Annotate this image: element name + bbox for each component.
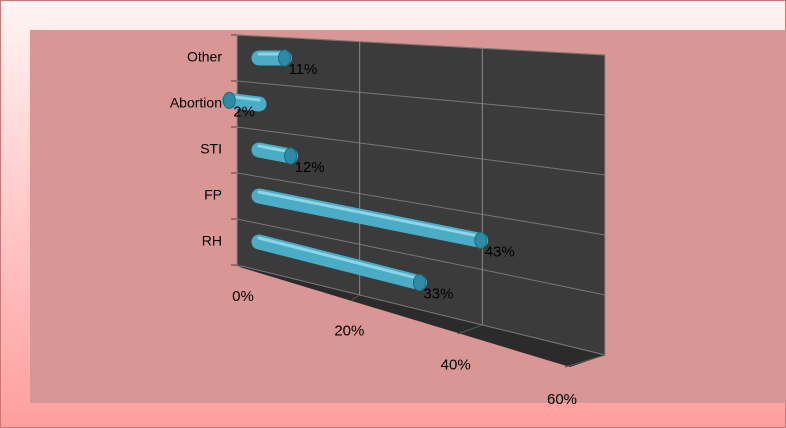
tick-mark — [350, 294, 360, 302]
wall-separator — [236, 218, 606, 296]
y-tick-label: FP — [204, 187, 222, 203]
x-tick-label: 20% — [334, 322, 364, 339]
data-label: 11% — [288, 61, 317, 78]
floor — [237, 265, 605, 367]
data-label: 2% — [233, 103, 255, 120]
data-label: 33% — [423, 286, 453, 303]
wall-separator — [236, 172, 606, 236]
wall-separator — [236, 34, 606, 56]
y-tick-label: STI — [200, 141, 222, 157]
y-tick-label: Abortion — [170, 95, 222, 111]
tick-mark — [564, 354, 606, 368]
bar-end — [222, 91, 236, 109]
y-tick-label: Other — [187, 49, 222, 65]
tick-mark — [457, 324, 483, 335]
wall-separator — [236, 264, 606, 356]
bar-end — [474, 231, 488, 249]
tick-mark — [236, 264, 244, 269]
bar-highlight — [257, 190, 483, 238]
bar-end — [284, 147, 298, 165]
y-tick-label: RH — [202, 233, 222, 249]
bar-end — [277, 49, 291, 67]
wall-separator — [236, 80, 606, 116]
bar-end — [412, 274, 426, 292]
x-tick-label: 60% — [547, 391, 577, 408]
wall-separator — [236, 126, 606, 176]
data-label: 43% — [485, 243, 515, 260]
data-label: 12% — [295, 159, 325, 176]
bar-highlight — [257, 236, 421, 281]
x-tick-label: 40% — [441, 357, 471, 374]
x-tick-label: 0% — [232, 288, 254, 305]
bar — [251, 234, 427, 291]
bar — [251, 188, 489, 248]
